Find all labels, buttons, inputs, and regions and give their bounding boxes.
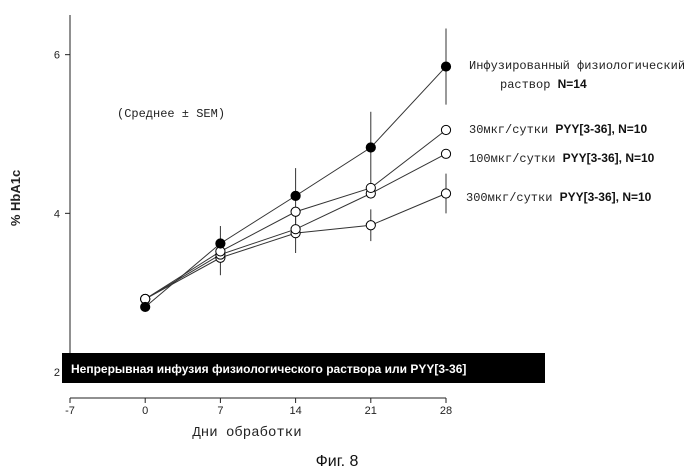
y-tick-label: 6: [54, 50, 60, 62]
legend-saline-text: раствор: [500, 78, 558, 92]
data-point-open: [291, 207, 300, 216]
banner: Непрерывная инфузия физиологического рас…: [62, 353, 545, 383]
x-tick-label: -7: [65, 405, 75, 417]
legend-dose-amount: 300мкг/сутки: [466, 191, 560, 205]
legend-dose-label: PYY[3-36], N=10: [563, 151, 655, 165]
y-tick-label: 2: [54, 367, 60, 379]
data-point-open: [366, 183, 375, 192]
x-tick-label: 14: [289, 405, 301, 417]
x-tick-label: 28: [440, 405, 452, 417]
legend-dose-amount: 100мкг/сутки: [469, 152, 563, 166]
legend-saline-line2: раствор N=14: [500, 77, 587, 92]
x-axis-title: Дни обработки: [192, 424, 301, 441]
data-point-open: [441, 125, 450, 134]
y-axis-title: % HbA1c: [8, 170, 23, 226]
x-tick-label: 0: [142, 405, 148, 417]
data-point-filled: [366, 143, 375, 152]
data-point-open: [441, 149, 450, 158]
error-bars: [220, 28, 446, 275]
x-tick-label: 7: [217, 405, 223, 417]
legend: Инфузированный физиологический раствор N=…: [466, 59, 685, 205]
legend-dose-3: 300мкг/сутки PYY[3-36], N=10: [466, 190, 652, 205]
data-point-filled: [441, 62, 450, 71]
figure-caption: Фиг. 8: [316, 453, 359, 470]
data-point-open: [291, 225, 300, 234]
data-point-filled: [216, 239, 225, 248]
banner-text: Непрерывная инфузия физиологического рас…: [71, 362, 466, 376]
legend-dose-label: PYY[3-36], N=10: [560, 190, 652, 204]
data-point-filled: [141, 302, 150, 311]
y-tick-label: 4: [54, 208, 60, 220]
mean-sem-annotation: (Среднее ± SEM): [117, 107, 225, 121]
legend-dose-amount: 30мкг/сутки: [469, 123, 555, 137]
legend-saline-line1: Инфузированный физиологический: [469, 59, 685, 73]
data-point-open: [366, 221, 375, 230]
legend-dose-1: 30мкг/сутки PYY[3-36], N=10: [469, 122, 647, 137]
legend-dose-label: PYY[3-36], N=10: [555, 122, 647, 136]
legend-saline-n: N=14: [558, 77, 587, 91]
x-tick-label: 21: [365, 405, 377, 417]
data-point-open: [441, 189, 450, 198]
legend-dose-2: 100мкг/сутки PYY[3-36], N=10: [469, 151, 655, 166]
data-point-filled: [291, 191, 300, 200]
